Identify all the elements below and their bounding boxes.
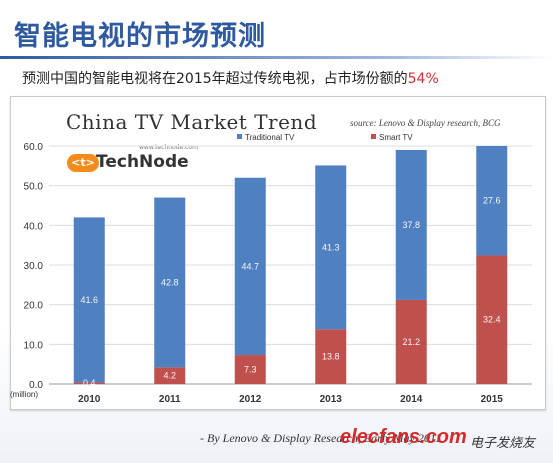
data-label: 41.3 (322, 242, 340, 252)
title-divider (0, 56, 553, 59)
bar-traditional-tv (234, 177, 266, 356)
subtitle-highlight: 54% (407, 71, 439, 87)
x-tick-label: 2012 (239, 394, 262, 405)
chart-source: source: Lenovo & Display research, BCG (350, 118, 501, 128)
data-label: 42.8 (161, 277, 179, 287)
slide-subtitle: 预测中国的智能电视将在2015年超过传统电视，占市场份额的54% (22, 68, 439, 88)
bar-traditional-tv (315, 165, 347, 330)
y-tick-label: 0.0 (29, 380, 43, 391)
data-label: 37.8 (402, 220, 420, 230)
bar-smart-tv (395, 299, 427, 384)
data-label: 27.6 (483, 196, 501, 206)
bar-smart-tv (476, 255, 508, 384)
bar-smart-tv (234, 355, 266, 384)
legend-layer: Traditional TV Smart TV (237, 133, 413, 142)
y-tick-label: 10.0 (24, 340, 44, 351)
watermark-chinese: 电子发烧友 (470, 436, 536, 451)
legend-label: Traditional TV (245, 133, 295, 142)
bar-layer (73, 146, 508, 384)
x-tick-label: 2011 (159, 394, 181, 405)
logo-name: TechNode (96, 152, 189, 172)
x-tick-label: 2014 (400, 394, 423, 405)
bar-traditional-tv (476, 146, 508, 256)
logo-url: www.technode.com (139, 144, 198, 151)
data-label: 7.3 (244, 365, 257, 375)
y-tick-label: 30.0 (24, 261, 44, 272)
legend-label: Smart TV (379, 133, 413, 142)
legend-swatch (371, 134, 376, 139)
logo-badge-icon: <t> (67, 154, 99, 172)
y-tick-label: 50.0 (24, 182, 44, 193)
data-label: 44.7 (241, 261, 259, 271)
data-label: 41.6 (80, 295, 98, 305)
legend-swatch (237, 134, 242, 139)
grid-layer (49, 145, 532, 385)
y-tick-label: 60.0 (24, 142, 44, 153)
x-tick-label: 2013 (320, 394, 343, 405)
bar-smart-tv (315, 329, 347, 384)
x-tick-label: 2015 (481, 394, 504, 405)
slide-title: 智能电视的市场预测 (14, 21, 266, 52)
bar-traditional-tv (73, 217, 105, 383)
bar-smart-tv (73, 382, 105, 384)
bar-traditional-tv (154, 197, 186, 368)
x-tick-label: 2010 (78, 394, 101, 405)
y-axis-unit: (million) (10, 390, 38, 399)
data-label: 21.2 (402, 337, 420, 347)
bar-traditional-tv (395, 149, 427, 300)
chart-title: China TV Market Trend (66, 110, 318, 134)
y-tick-label: 20.0 (24, 301, 44, 312)
subtitle-text: 预测中国的智能电视将在2015年超过传统电视，占市场份额的 (22, 71, 408, 87)
y-tick-label: 40.0 (24, 221, 44, 232)
data-label: 0.4 (83, 378, 96, 388)
technode-logo: <t> TechNode www.technode.com (67, 144, 198, 174)
watermark-logo: elecfans.com (340, 426, 467, 448)
label-layer: 0.0 10.0 20.0 30.0 40.0 50.0 60.0 (million) 0.4 4… (10, 142, 503, 405)
data-label: 4.2 (163, 371, 176, 381)
data-label: 13.8 (322, 352, 340, 362)
bar-smart-tv (154, 367, 186, 384)
footer-credit: - By Lenovo & Display Research, Early Ma… (200, 431, 441, 445)
data-label: 32.4 (483, 315, 501, 325)
